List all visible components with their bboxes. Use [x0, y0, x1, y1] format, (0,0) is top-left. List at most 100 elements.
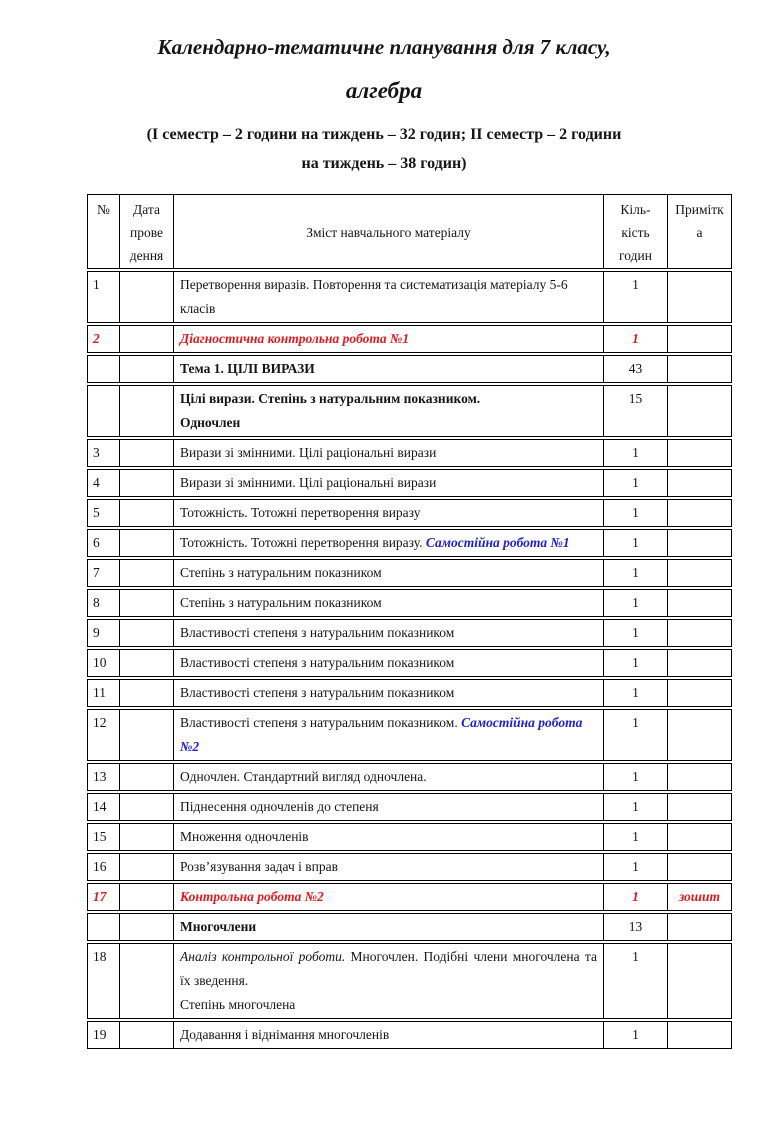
subtitle: (І семестр – 2 години на тиждень – 32 го…	[0, 120, 768, 178]
cell-content: Контрольна робота №2	[173, 883, 603, 911]
cell-content: Властивості степеня з натуральним показн…	[173, 709, 603, 761]
cell-content: Додавання і віднімання многочленів	[173, 1021, 603, 1049]
header-line: Примітк	[675, 202, 724, 217]
table-row: 13 Одночлен. Стандартний вигляд одночлен…	[87, 763, 732, 791]
header-content: Зміст навчального матеріалу	[173, 194, 603, 269]
content-accent: Самостійна робота №1	[425, 535, 570, 550]
cell-hours: 1	[603, 853, 667, 881]
cell-date	[119, 913, 173, 941]
cell-num	[87, 385, 119, 437]
content-line: Степінь многочлена	[180, 997, 296, 1012]
cell-content: Степінь з натуральним показником	[173, 589, 603, 617]
cell-date	[119, 439, 173, 467]
content-paragraph: Аналіз контрольної роботи. Многочлен. По…	[180, 945, 597, 993]
cell-num: 6	[87, 529, 119, 557]
header-line: а	[696, 225, 703, 240]
header-line: прове	[129, 225, 163, 240]
cell-date	[119, 589, 173, 617]
cell-content: Аналіз контрольної роботи. Многочлен. По…	[173, 943, 603, 1019]
cell-num: 5	[87, 499, 119, 527]
content-text: Многочлен. Подібні члени многочлена та ї…	[180, 949, 597, 988]
cell-note	[667, 355, 732, 383]
cell-note	[667, 763, 732, 791]
cell-note: зошит	[667, 883, 732, 911]
cell-num: 16	[87, 853, 119, 881]
table-header-row: № Дата прове дення Зміст навчального мат…	[87, 194, 732, 269]
cell-note	[667, 499, 732, 527]
table-row: 16 Розв’язування задач і вправ 1	[87, 853, 732, 881]
cell-note	[667, 793, 732, 821]
cell-hours: 1	[603, 325, 667, 353]
cell-date	[119, 1021, 173, 1049]
cell-date	[119, 619, 173, 647]
cell-date	[119, 559, 173, 587]
cell-content: Степінь з натуральним показником	[173, 559, 603, 587]
cell-note	[667, 913, 732, 941]
cell-content: Цілі вирази. Степінь з натуральним показ…	[173, 385, 603, 437]
cell-note	[667, 559, 732, 587]
cell-num: 14	[87, 793, 119, 821]
cell-note	[667, 385, 732, 437]
cell-note	[667, 529, 732, 557]
cell-note	[667, 649, 732, 677]
table-row: 10 Властивості степеня з натуральним пок…	[87, 649, 732, 677]
table-row: 1 Перетворення виразів. Повторення та си…	[87, 271, 732, 323]
cell-date	[119, 499, 173, 527]
cell-content: Множення одночленів	[173, 823, 603, 851]
cell-note	[667, 943, 732, 1019]
table-row: 14 Піднесення одночленів до степеня 1	[87, 793, 732, 821]
table-row: 19 Додавання і віднімання многочленів 1	[87, 1021, 732, 1049]
cell-content: Піднесення одночленів до степеня	[173, 793, 603, 821]
table-row: 7 Степінь з натуральним показником 1	[87, 559, 732, 587]
cell-num	[87, 355, 119, 383]
header-line: Дата	[133, 202, 160, 217]
table-row: Многочлени 13	[87, 913, 732, 941]
table-row: 11 Властивості степеня з натуральним пок…	[87, 679, 732, 707]
cell-num	[87, 913, 119, 941]
table-row: 5 Тотожність. Тотожні перетворення вираз…	[87, 499, 732, 527]
cell-hours: 1	[603, 883, 667, 911]
header-line: дення	[129, 248, 164, 263]
content-accent: Самостійна робота №2	[180, 715, 583, 754]
table-row: 18 Аналіз контрольної роботи. Многочлен.…	[87, 943, 732, 1019]
cell-num: 19	[87, 1021, 119, 1049]
cell-num: 9	[87, 619, 119, 647]
cell-date	[119, 271, 173, 323]
header-hours: Кіль- кість годин	[603, 194, 667, 269]
table-row: 6 Тотожність. Тотожні перетворення вираз…	[87, 529, 732, 557]
table-row: Тема 1. ЦІЛІ ВИРАЗИ 43	[87, 355, 732, 383]
cell-date	[119, 943, 173, 1019]
cell-note	[667, 469, 732, 497]
cell-num: 11	[87, 679, 119, 707]
cell-num: 8	[87, 589, 119, 617]
cell-date	[119, 385, 173, 437]
table-row: 4 Вирази зі змінними. Цілі раціональні в…	[87, 469, 732, 497]
cell-note	[667, 823, 732, 851]
cell-note	[667, 439, 732, 467]
cell-num: 7	[87, 559, 119, 587]
content-text: Тотожність. Тотожні перетворення виразу.	[180, 535, 426, 550]
table-row: 12 Властивості степеня з натуральним пок…	[87, 709, 732, 761]
cell-hours: 1	[603, 559, 667, 587]
cell-content: Вирази зі змінними. Цілі раціональні вир…	[173, 469, 603, 497]
cell-content: Одночлен. Стандартний вигляд одночлена.	[173, 763, 603, 791]
header-num: №	[87, 194, 119, 269]
cell-num: 1	[87, 271, 119, 323]
cell-hours: 1	[603, 763, 667, 791]
cell-num: 17	[87, 883, 119, 911]
content-line: Цілі вирази. Степінь з натуральним показ…	[180, 391, 481, 406]
cell-date	[119, 325, 173, 353]
cell-date	[119, 793, 173, 821]
cell-hours: 1	[603, 679, 667, 707]
cell-content: Тотожність. Тотожні перетворення виразу	[173, 499, 603, 527]
page-title-line1: Календарно-тематичне планування для 7 кл…	[157, 35, 611, 59]
cell-content: Властивості степеня з натуральним показн…	[173, 619, 603, 647]
cell-hours: 1	[603, 439, 667, 467]
cell-date	[119, 529, 173, 557]
table-row: 8 Степінь з натуральним показником 1	[87, 589, 732, 617]
cell-date	[119, 679, 173, 707]
content-text: Властивості степеня з натуральним показн…	[180, 715, 462, 730]
header-note: Примітк а	[667, 194, 732, 269]
cell-content: Многочлени	[173, 913, 603, 941]
cell-date	[119, 853, 173, 881]
